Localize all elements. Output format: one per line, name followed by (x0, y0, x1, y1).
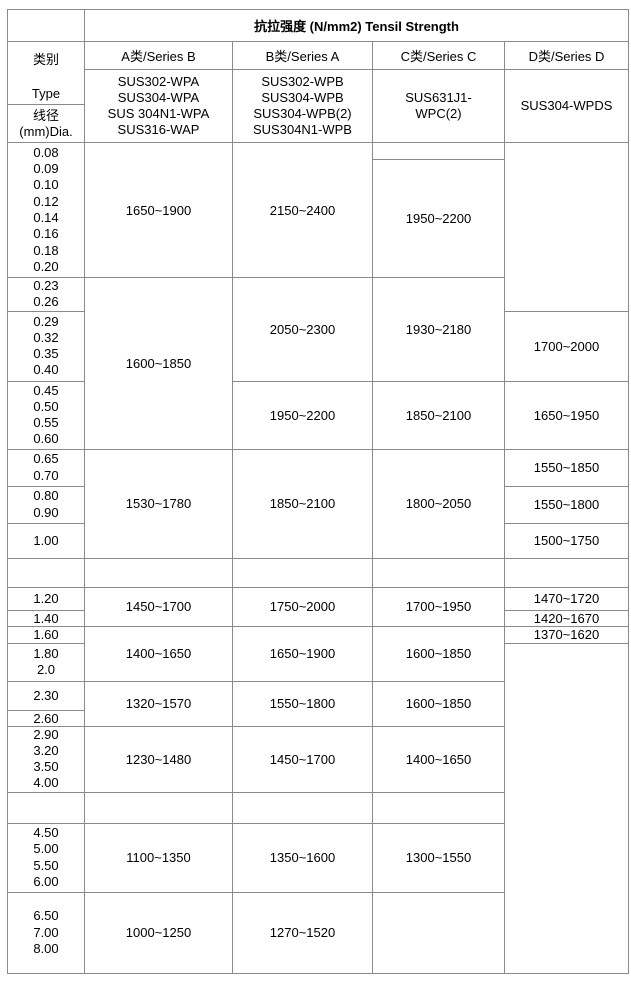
val-b-g4: 1750~2000 (232, 586, 373, 627)
materials-b-cell: SUS302-WPB SUS304-WPB SUS304-WPB(2) SUS3… (232, 69, 373, 143)
val-d-g2b: 1700~2000 (503, 310, 630, 382)
val-d-g3b: 1550~1800 (503, 485, 630, 524)
val-d-g5a: 1370~1620 (503, 625, 630, 644)
spacer2-a (84, 791, 233, 824)
val-d-g3c: 1500~1750 (503, 522, 630, 559)
category-label: 类别 (32, 51, 59, 67)
spacer2-c (372, 791, 505, 824)
val-c-g1-spacer (372, 142, 505, 160)
series-d-header: D类/Series D (503, 41, 630, 70)
spacer1-a (84, 557, 233, 588)
val-d-g2c: 1650~1950 (503, 380, 630, 450)
dia-g3b-cell: 0.80 0.90 (7, 485, 85, 524)
val-c-g7: 1400~1650 (372, 725, 505, 793)
table-title: 抗拉强度 (N/mm2) Tensil Strength (83, 9, 630, 42)
val-b-g6: 1550~1800 (232, 680, 373, 727)
dia-g3a-cell: 0.65 0.70 (7, 448, 85, 487)
dia-g1-cell: 0.08 0.09 0.10 0.12 0.14 0.16 0.18 0.20 (7, 142, 85, 278)
spacer1-c (372, 557, 505, 588)
val-b-g7: 1450~1700 (232, 725, 373, 793)
val-d-g4b: 1420~1670 (503, 609, 630, 627)
val-c-g5: 1600~1850 (372, 625, 505, 682)
dia-g6b-cell: 2.60 (7, 709, 85, 727)
spacer1-b (232, 557, 373, 588)
spacer1-d (503, 557, 630, 588)
dia-g9-cell: 6.50 7.00 8.00 (7, 891, 85, 974)
val-b-g1: 2150~2400 (232, 142, 373, 278)
val-b-g9: 1270~1520 (232, 891, 373, 974)
dia-g2c-cell: 0.45 0.50 0.55 0.60 (7, 380, 85, 450)
val-c-g8: 1300~1550 (372, 822, 505, 893)
val-c-g6: 1600~1850 (372, 680, 505, 727)
dia-unit-cell: 线径 (mm)Dia. (7, 104, 85, 143)
dia-g4b-cell: 1.40 (7, 609, 85, 627)
val-a-g1: 1650~1900 (84, 142, 233, 278)
val-d-g4a: 1470~1720 (503, 586, 630, 611)
val-c-g3: 1800~2050 (372, 448, 505, 559)
dia-g3c-cell: 1.00 (7, 522, 85, 559)
materials-c-cell: SUS631J1- WPC(2) (372, 69, 505, 143)
val-c-g2c: 1850~2100 (372, 380, 505, 450)
series-a-header: A类/Series B (84, 41, 233, 70)
materials-a-cell: SUS302-WPA SUS304-WPA SUS 304N1-WPA SUS3… (84, 69, 233, 143)
val-a-g9: 1000~1250 (84, 891, 233, 974)
val-d-g3a: 1550~1850 (503, 448, 630, 487)
val-c-g2a: 1930~2180 (372, 277, 505, 382)
d-lower-empty-region (503, 642, 630, 974)
dia-g4a-cell: 1.20 (7, 586, 85, 611)
val-a-g6: 1320~1570 (84, 680, 233, 727)
series-c-header: C类/Series C (372, 41, 505, 70)
val-d-upper-empty (503, 142, 630, 312)
val-c-g9-empty (372, 891, 505, 974)
spacer1-dia (7, 557, 85, 588)
val-b-g2c: 1950~2200 (232, 380, 373, 450)
val-a-g8: 1100~1350 (84, 822, 233, 893)
val-a-g4: 1450~1700 (84, 586, 233, 627)
dia-g7-cell: 2.90 3.20 3.50 4.00 (7, 725, 85, 793)
dia-g5b-cell: 1.80 2.0 (7, 642, 85, 682)
dia-g2a-cell: 0.23 0.26 (7, 277, 85, 312)
val-b-g3: 1850~2100 (232, 448, 373, 559)
val-c-g1: 1950~2200 (372, 159, 505, 278)
val-b-g5: 1650~1900 (232, 625, 373, 682)
val-a-g5: 1400~1650 (84, 625, 233, 682)
dia-g5a-cell: 1.60 (7, 625, 85, 644)
val-a-g3: 1530~1780 (84, 448, 233, 559)
type-label: Type (31, 85, 61, 101)
materials-d-cell: SUS304-WPDS (503, 69, 630, 143)
series-b-header: B类/Series A (232, 41, 373, 70)
val-b-g8: 1350~1600 (232, 822, 373, 893)
dia-g6a-cell: 2.30 (7, 680, 85, 711)
dia-g8-cell: 4.50 5.00 5.50 6.00 (7, 822, 85, 893)
val-b-g2a: 2050~2300 (232, 277, 373, 382)
val-a-g7: 1230~1480 (84, 725, 233, 793)
corner-cell (7, 9, 85, 42)
category-type-cell: 类别 Type (7, 41, 85, 105)
spacer2-b (232, 791, 373, 824)
spacer2-dia (7, 791, 85, 824)
category-type-stack: 类别 Type (9, 43, 84, 104)
tensile-strength-table: 抗拉强度 (N/mm2) Tensil Strength 类别 Type A类/… (7, 9, 630, 974)
val-c-g4: 1700~1950 (372, 586, 505, 627)
dia-g2b-cell: 0.29 0.32 0.35 0.40 (7, 310, 85, 382)
val-a-g2: 1600~1850 (84, 277, 233, 450)
